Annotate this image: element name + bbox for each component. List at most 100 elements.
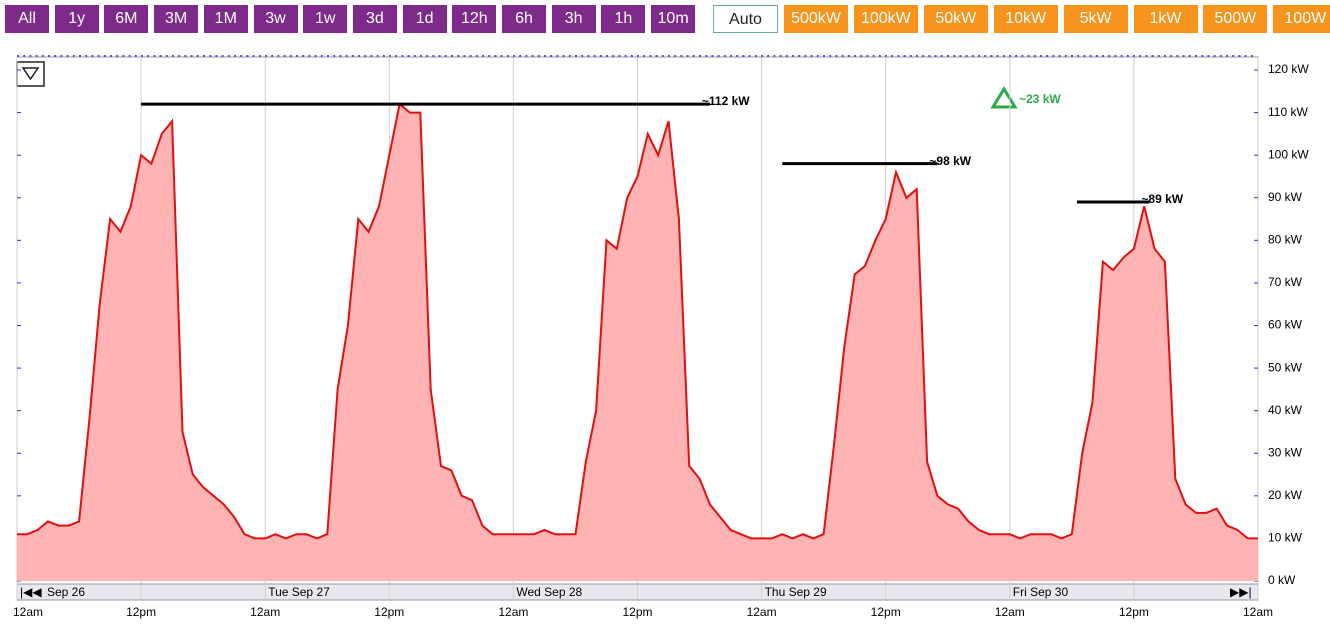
border-dot [928,55,931,57]
annotation-label: ~112 kW [702,94,750,108]
border-dot [581,55,584,57]
border-dot [767,55,770,57]
border-dot [723,55,726,57]
date-label: Fri Sep 30 [1013,585,1069,599]
time-range-button[interactable]: 3M [154,5,199,33]
y-tick-label: 120 kW [1268,62,1309,76]
time-range-button[interactable]: 6M [104,5,149,33]
time-range-button[interactable]: 1h [601,5,646,33]
time-range-button[interactable]: 3w [253,5,298,33]
border-dot [593,55,596,57]
border-dot [153,55,156,57]
time-range-button[interactable]: 1y [54,5,99,33]
scroll-left-icon: |◀◀ [20,585,42,599]
scale-button[interactable]: 1kW [1133,5,1198,33]
x-tick-label: 12am [498,605,528,619]
time-range-button[interactable]: 1w [303,5,348,33]
border-dot [302,55,305,57]
border-dot [705,55,708,57]
scale-button[interactable]: 500kW [784,5,848,33]
border-dot [122,55,125,57]
border-dot [327,55,329,57]
border-dot [358,55,360,57]
scale-button[interactable]: 5kW [1063,5,1128,33]
border-dot [23,55,26,57]
border-dot [438,55,441,57]
border-dot [568,55,571,57]
border-dot [984,55,987,57]
scale-button[interactable]: 100W [1273,5,1330,33]
scale-button[interactable]: 50kW [923,5,988,33]
x-tick-label: 12pm [374,605,404,619]
border-dot [97,55,100,57]
border-dot [234,55,236,57]
border-dot [773,55,776,57]
border-dot [1083,55,1086,57]
border-dot [488,55,491,57]
border-dot [947,55,949,57]
border-dot [792,55,794,57]
border-dot [556,55,559,57]
border-dot [196,55,199,57]
border-dot [1157,55,1160,57]
border-dot [1164,55,1166,57]
scale-button[interactable]: 10kW [993,5,1058,33]
border-dot [1089,55,1092,57]
border-dot [35,55,38,57]
border-dot [847,55,850,57]
time-range-button[interactable]: All [5,5,49,33]
border-dot [1201,55,1204,57]
border-dot [91,55,94,57]
time-range-button[interactable]: 1M [203,5,248,33]
time-range-button[interactable]: 10m [651,5,696,33]
border-dot [314,55,317,57]
time-range-button[interactable]: 6h [502,5,546,33]
border-dot [971,55,974,57]
menu-button[interactable] [16,61,45,87]
border-dot [376,55,379,57]
border-dot [147,55,150,57]
date-label: Wed Sep 28 [516,585,582,599]
menu-icon [21,67,40,81]
border-dot [990,55,993,57]
border-dot [271,55,274,57]
border-dot [736,55,739,57]
time-range-button[interactable]: 12h [452,5,497,33]
border-dot [643,55,646,57]
border-dot [1188,55,1191,57]
border-dot [1114,55,1117,57]
y-tick-label: 40 kW [1268,403,1303,417]
time-range-button[interactable]: 1d [402,5,447,33]
border-dot [1170,55,1173,57]
scale-button[interactable]: 100kW [853,5,918,33]
border-dot [550,55,553,57]
border-dot [630,55,633,57]
border-dot [159,55,162,57]
scale-button[interactable]: 500W [1203,5,1268,33]
border-dot [116,55,119,57]
border-dot [1195,55,1197,57]
border-dot [339,55,342,57]
border-dot [500,55,503,57]
border-dot [872,55,875,57]
border-dot [531,55,534,57]
x-tick-label: 12pm [126,605,156,619]
border-dot [60,55,63,57]
border-dot [934,55,937,57]
time-range-button[interactable]: 3d [352,5,397,33]
border-dot [426,55,429,57]
border-dot [1232,55,1235,57]
border-dot [754,55,757,57]
auto-scale-button[interactable]: Auto [713,5,778,33]
border-dot [686,55,689,57]
border-dot [1095,55,1098,57]
border-dot [717,55,720,57]
time-range-button[interactable]: 3h [551,5,596,33]
border-dot [1250,55,1253,57]
border-dot [1108,55,1111,57]
y-tick-label: 10 kW [1268,531,1303,545]
border-dot [364,55,367,57]
border-dot [308,55,311,57]
border-dot [457,55,460,57]
x-tick-label: 12am [995,605,1025,619]
